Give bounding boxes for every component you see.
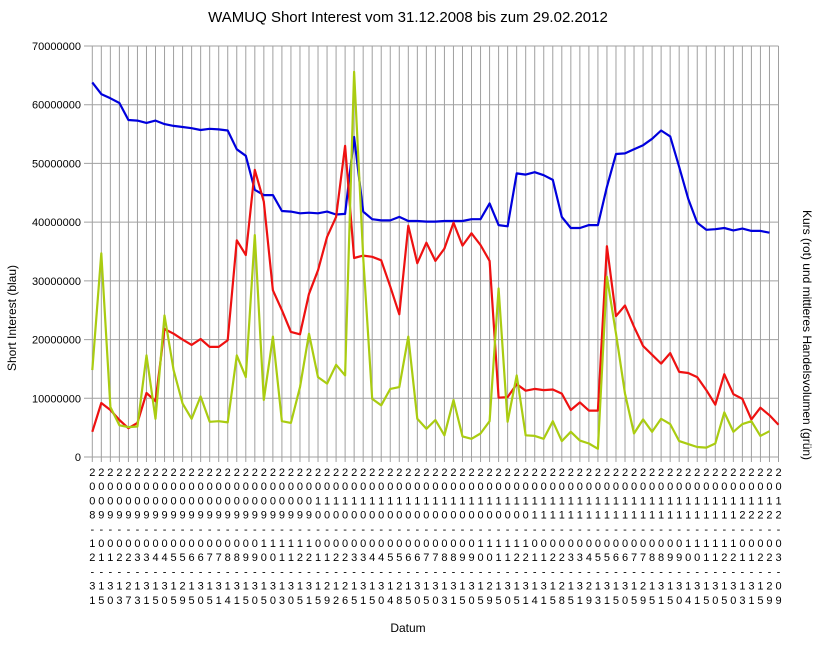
x-tick-label: 2 0 1 1 -1 1 -1 5 xyxy=(703,467,709,607)
x-tick-label: 2 0 0 9 -0 5 -1 5 xyxy=(170,467,176,607)
x-tick-label: 2 0 1 1 -1 0 -1 4 xyxy=(685,467,691,607)
x-tick-label: 2 0 1 0 -1 0 -1 5 xyxy=(477,467,483,607)
x-tick-label: 2 0 1 0 -0 8 -1 3 xyxy=(441,467,447,607)
x-tick-label: 2 0 1 1 -0 9 -3 0 xyxy=(676,467,682,607)
x-tick-label: 2 0 0 9 -1 0 -1 5 xyxy=(261,467,267,607)
x-tick-label: 2 0 1 1 -0 3 -3 1 xyxy=(577,467,583,607)
x-tick-label: 2 0 1 1 -0 6 -1 5 xyxy=(613,467,619,607)
x-tick-label: 2 0 1 0 -0 4 -1 5 xyxy=(369,467,375,607)
x-tick-label: 2 0 1 1 -0 9 -1 5 xyxy=(667,467,673,607)
x-tick-label: 2 0 1 0 -0 8 -3 1 xyxy=(450,467,456,607)
x-tick-label: 2 0 1 0 -0 6 -3 0 xyxy=(414,467,420,607)
y-tick-label: 30000000 xyxy=(32,276,81,288)
y-tick-label: 40000000 xyxy=(32,217,81,229)
x-tick-label: 2 0 0 9 -0 3 -1 3 xyxy=(134,467,140,607)
x-tick-label: 2 0 1 0 -0 7 -1 5 xyxy=(423,467,429,607)
x-tick-label: 2 0 0 9 -0 9 -3 0 xyxy=(252,467,258,607)
x-tick-label: 2 0 0 9 -0 4 -1 5 xyxy=(152,467,158,607)
x-tick-label: 2 0 1 0 -0 3 -1 5 xyxy=(351,467,357,607)
x-tick-label: 2 0 1 0 -0 7 -3 0 xyxy=(432,467,438,607)
x-tick-label: 2 0 1 1 -0 4 -2 9 xyxy=(586,467,592,607)
y-tick-label: 70000000 xyxy=(32,41,81,53)
x-tick-label: 2 0 1 1 -0 1 -3 1 xyxy=(541,467,547,607)
y-axis-ticks: 0 10000000 20000000 30000000 40000000 5000000… xyxy=(32,41,81,464)
x-tick-label: 2 0 1 0 -0 2 -1 2 xyxy=(333,467,339,607)
x-tick-label: 2 0 1 1 -1 2 -3 0 xyxy=(730,467,736,607)
x-tick-label: 2 0 1 0 -1 1 -1 5 xyxy=(496,467,502,607)
x-tick-label: 2 0 0 9 -0 1 -3 0 xyxy=(107,467,113,607)
x-tick-label: 2 0 1 1 -0 5 -3 1 xyxy=(604,467,610,607)
x-tick-label: 2 0 1 0 -1 1 -3 0 xyxy=(505,467,511,607)
x-tick-label: 2 0 0 9 -0 8 -1 4 xyxy=(225,467,231,607)
x-tick-label: 2 0 1 0 -0 3 -3 1 xyxy=(360,467,366,607)
x-tick-label: 2 0 0 9 -0 7 -3 1 xyxy=(216,467,222,607)
x-tick-label: 2 0 0 9 -1 0 -3 0 xyxy=(270,467,276,607)
x-tick-label: 2 0 0 9 -1 1 -1 3 xyxy=(279,467,285,607)
x-tick-label: 2 0 0 9 -0 1 -1 5 xyxy=(98,467,104,607)
x-axis-title: Datum xyxy=(390,621,425,635)
x-tick-label: 2 0 1 1 -0 8 -1 5 xyxy=(649,467,655,607)
x-tick-label: 2 0 1 0 -1 0 -2 9 xyxy=(487,467,493,607)
series-line-0 xyxy=(91,81,770,234)
x-tick-label: 2 0 0 9 -0 7 -1 5 xyxy=(207,467,213,607)
x-tick-label: 2 0 1 0 -1 2 -1 5 xyxy=(514,467,520,607)
y-tick-label: 0 xyxy=(75,452,81,464)
x-tick-label: 2 0 1 1 -1 0 -3 1 xyxy=(694,467,700,607)
x-tick-label: 2 0 1 0 -0 4 -3 0 xyxy=(378,467,384,607)
series-line-2 xyxy=(91,70,771,450)
x-tick-label: 2 0 1 2 -0 1 -1 3 xyxy=(739,467,745,607)
y-axis-title: Short Interest (blau) xyxy=(5,265,19,371)
x-tick-label: 2 0 1 1 -0 8 -3 1 xyxy=(658,467,664,607)
y-tick-label: 60000000 xyxy=(32,100,81,112)
x-tick-label: 2 0 0 9 -1 2 -1 5 xyxy=(297,467,303,607)
x-tick-label: 2 0 1 1 -1 2 -1 5 xyxy=(721,467,727,607)
x-tick-label: 2 0 1 1 -0 3 -1 5 xyxy=(568,467,574,607)
x-tick-label: 2 0 1 0 -0 5 -1 4 xyxy=(387,467,393,607)
y-tick-label: 10000000 xyxy=(32,393,81,405)
x-tick-label: 2 0 1 1 -0 2 -2 8 xyxy=(559,467,565,607)
x-tick-label: 2 0 1 2 -0 1 -3 1 xyxy=(748,467,754,607)
x-tick-label: 2 0 1 1 -0 1 -1 4 xyxy=(532,467,538,607)
y-tick-label: 50000000 xyxy=(32,158,81,170)
x-tick-label: 2 0 1 0 -0 1 -2 9 xyxy=(324,467,330,607)
x-tick-label: 2 0 1 0 -0 6 -1 5 xyxy=(405,467,411,607)
x-tick-label: 2 0 1 2 -0 2 -1 5 xyxy=(757,467,763,607)
x-tick-label: 2 0 0 9 -0 5 -2 9 xyxy=(180,467,186,607)
x-tick-label: 2 0 1 2 -0 3 -0 9 xyxy=(775,467,781,607)
x-tick-label: 2 0 0 9 -0 3 -3 1 xyxy=(143,467,149,607)
x-tick-label: 2 0 1 1 -0 7 -1 5 xyxy=(631,467,637,607)
x-tick-label: 2 0 0 9 -0 6 -3 0 xyxy=(198,467,204,607)
x-tick-label: 2 0 0 9 -0 2 -1 3 xyxy=(116,467,122,607)
x-tick-label: 2 0 0 9 -0 4 -3 0 xyxy=(161,467,167,607)
x-tick-label: 2 0 1 1 -0 5 -1 3 xyxy=(595,467,601,607)
x-tick-label: 2 0 1 0 -0 1 -1 5 xyxy=(315,467,321,607)
x-axis-ticks: 2 0 0 8 -1 2 -3 12 0 0 9 -0 1 -1 52 0 0 9 -0 1 -3 02 0 0 9 -0 2 -1 3… xyxy=(89,467,781,607)
x-tick-label: 2 0 1 1 -1 1 -3 0 xyxy=(712,467,718,607)
x-tick-label: 2 0 0 9 -1 2 -3 1 xyxy=(306,467,312,607)
chart-title: WAMUQ Short Interest vom 31.12.2008 bis … xyxy=(208,9,608,26)
x-tick-label: 2 0 1 0 -0 9 -3 0 xyxy=(468,467,474,607)
x-tick-label: 2 0 1 1 -0 6 -3 0 xyxy=(622,467,628,607)
x-tick-label: 2 0 1 1 -0 7 -2 9 xyxy=(640,467,646,607)
x-tick-label: 2 0 0 9 -0 2 -2 7 xyxy=(125,467,131,607)
x-tick-label: 2 0 1 0 -0 9 -1 5 xyxy=(459,467,465,607)
x-tick-label: 2 0 1 0 -0 2 -2 6 xyxy=(342,467,348,607)
y2-axis-title: Kurs (rot) und mittleres Handelsvolumen … xyxy=(800,210,814,460)
x-tick-label: 2 0 1 1 -0 2 -1 5 xyxy=(550,467,556,607)
y-tick-label: 20000000 xyxy=(32,335,81,347)
x-tick-label: 2 0 1 2 -0 2 -2 9 xyxy=(766,467,772,607)
x-tick-label: 2 0 0 9 -1 1 -3 0 xyxy=(288,467,294,607)
series-line-1 xyxy=(91,144,780,433)
x-tick-label: 2 0 1 0 -0 5 -2 8 xyxy=(396,467,402,607)
x-tick-label: 2 0 0 9 -0 9 -1 5 xyxy=(243,467,249,607)
x-tick-label: 2 0 1 0 -1 2 -3 1 xyxy=(523,467,529,607)
series-lines xyxy=(91,70,780,450)
x-tick-label: 2 0 0 9 -0 6 -1 5 xyxy=(189,467,195,607)
grid xyxy=(84,45,779,462)
x-tick-label: 2 0 0 9 -0 8 -3 1 xyxy=(234,467,240,607)
x-tick-label: 2 0 0 8 -1 2 -3 1 xyxy=(89,467,95,607)
